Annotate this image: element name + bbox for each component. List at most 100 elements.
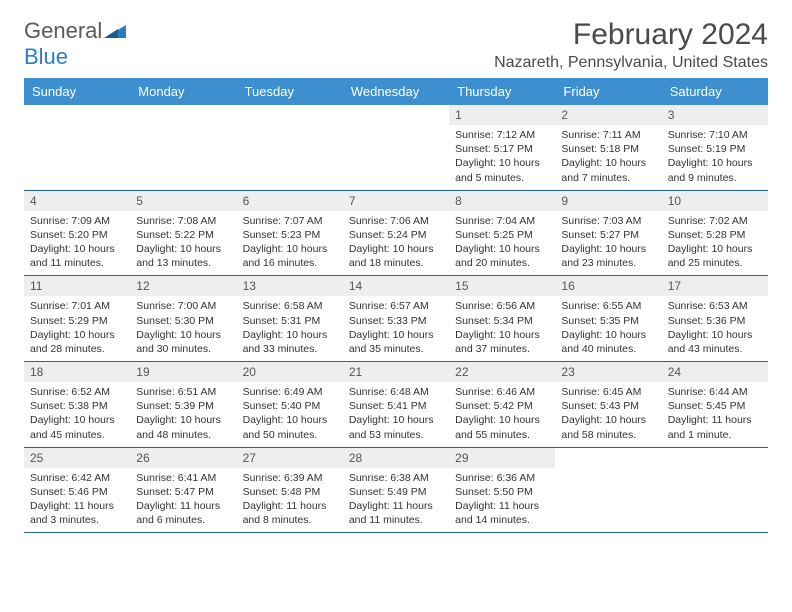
day-cell: Sunrise: 6:49 AMSunset: 5:40 PMDaylight:… — [237, 382, 343, 447]
day-number: 7 — [343, 191, 449, 211]
day-cell: Sunrise: 6:36 AMSunset: 5:50 PMDaylight:… — [449, 468, 555, 533]
sunset-line: Sunset: 5:22 PM — [136, 228, 230, 242]
sunset-line: Sunset: 5:20 PM — [30, 228, 124, 242]
day-number — [130, 105, 236, 125]
daylight-line: Daylight: 10 hours and 30 minutes. — [136, 328, 230, 356]
sunrise-line: Sunrise: 6:36 AM — [455, 471, 549, 485]
daylight-line: Daylight: 11 hours and 3 minutes. — [30, 499, 124, 527]
sunset-line: Sunset: 5:24 PM — [349, 228, 443, 242]
week-row: Sunrise: 6:52 AMSunset: 5:38 PMDaylight:… — [24, 382, 768, 448]
daylight-line: Daylight: 10 hours and 58 minutes. — [561, 413, 655, 441]
week-row: Sunrise: 7:09 AMSunset: 5:20 PMDaylight:… — [24, 211, 768, 277]
day-number — [662, 448, 768, 468]
daylight-line: Daylight: 10 hours and 48 minutes. — [136, 413, 230, 441]
sunrise-line: Sunrise: 6:42 AM — [30, 471, 124, 485]
day-number: 15 — [449, 276, 555, 296]
sunset-line: Sunset: 5:18 PM — [561, 142, 655, 156]
day-number: 26 — [130, 448, 236, 468]
day-cell: Sunrise: 6:53 AMSunset: 5:36 PMDaylight:… — [662, 296, 768, 361]
sunrise-line: Sunrise: 7:06 AM — [349, 214, 443, 228]
sunset-line: Sunset: 5:49 PM — [349, 485, 443, 499]
sunrise-line: Sunrise: 7:01 AM — [30, 299, 124, 313]
day-number: 5 — [130, 191, 236, 211]
day-cell — [343, 125, 449, 190]
day-cell: Sunrise: 6:42 AMSunset: 5:46 PMDaylight:… — [24, 468, 130, 533]
sunrise-line: Sunrise: 7:08 AM — [136, 214, 230, 228]
sunset-line: Sunset: 5:43 PM — [561, 399, 655, 413]
day-number: 23 — [555, 362, 661, 382]
daylight-line: Daylight: 10 hours and 7 minutes. — [561, 156, 655, 184]
day-header-row: SundayMondayTuesdayWednesdayThursdayFrid… — [24, 78, 768, 105]
daylight-line: Daylight: 10 hours and 43 minutes. — [668, 328, 762, 356]
day-header: Thursday — [449, 78, 555, 105]
day-number: 24 — [662, 362, 768, 382]
day-cell: Sunrise: 7:07 AMSunset: 5:23 PMDaylight:… — [237, 211, 343, 276]
day-cell: Sunrise: 6:55 AMSunset: 5:35 PMDaylight:… — [555, 296, 661, 361]
day-number: 16 — [555, 276, 661, 296]
week-row: Sunrise: 7:12 AMSunset: 5:17 PMDaylight:… — [24, 125, 768, 191]
sunrise-line: Sunrise: 7:11 AM — [561, 128, 655, 142]
daylight-line: Daylight: 10 hours and 33 minutes. — [243, 328, 337, 356]
day-number: 27 — [237, 448, 343, 468]
day-cell: Sunrise: 6:45 AMSunset: 5:43 PMDaylight:… — [555, 382, 661, 447]
sunset-line: Sunset: 5:25 PM — [455, 228, 549, 242]
day-number: 4 — [24, 191, 130, 211]
day-number: 8 — [449, 191, 555, 211]
day-cell: Sunrise: 7:12 AMSunset: 5:17 PMDaylight:… — [449, 125, 555, 190]
sunrise-line: Sunrise: 6:58 AM — [243, 299, 337, 313]
sunrise-line: Sunrise: 6:48 AM — [349, 385, 443, 399]
day-number-row: 11121314151617 — [24, 276, 768, 296]
sunrise-line: Sunrise: 6:56 AM — [455, 299, 549, 313]
sunrise-line: Sunrise: 7:04 AM — [455, 214, 549, 228]
sunrise-line: Sunrise: 7:00 AM — [136, 299, 230, 313]
sunrise-line: Sunrise: 7:02 AM — [668, 214, 762, 228]
header: General Blue February 2024 Nazareth, Pen… — [24, 18, 768, 72]
sunset-line: Sunset: 5:19 PM — [668, 142, 762, 156]
sunset-line: Sunset: 5:47 PM — [136, 485, 230, 499]
daylight-line: Daylight: 10 hours and 16 minutes. — [243, 242, 337, 270]
day-cell: Sunrise: 7:02 AMSunset: 5:28 PMDaylight:… — [662, 211, 768, 276]
daylight-line: Daylight: 10 hours and 28 minutes. — [30, 328, 124, 356]
day-cell: Sunrise: 6:46 AMSunset: 5:42 PMDaylight:… — [449, 382, 555, 447]
sunrise-line: Sunrise: 7:03 AM — [561, 214, 655, 228]
sunrise-line: Sunrise: 6:41 AM — [136, 471, 230, 485]
day-number — [237, 105, 343, 125]
day-cell: Sunrise: 7:04 AMSunset: 5:25 PMDaylight:… — [449, 211, 555, 276]
day-cell — [24, 125, 130, 190]
sunrise-line: Sunrise: 6:44 AM — [668, 385, 762, 399]
daylight-line: Daylight: 10 hours and 9 minutes. — [668, 156, 762, 184]
daylight-line: Daylight: 10 hours and 25 minutes. — [668, 242, 762, 270]
logo-text: General Blue — [24, 18, 126, 70]
daylight-line: Daylight: 11 hours and 8 minutes. — [243, 499, 337, 527]
day-cell: Sunrise: 7:08 AMSunset: 5:22 PMDaylight:… — [130, 211, 236, 276]
daylight-line: Daylight: 11 hours and 11 minutes. — [349, 499, 443, 527]
day-cell: Sunrise: 7:11 AMSunset: 5:18 PMDaylight:… — [555, 125, 661, 190]
day-number: 28 — [343, 448, 449, 468]
sunrise-line: Sunrise: 6:39 AM — [243, 471, 337, 485]
day-number: 14 — [343, 276, 449, 296]
day-number — [24, 105, 130, 125]
sunset-line: Sunset: 5:40 PM — [243, 399, 337, 413]
day-header: Wednesday — [343, 78, 449, 105]
day-number — [555, 448, 661, 468]
sunrise-line: Sunrise: 6:45 AM — [561, 385, 655, 399]
day-number: 10 — [662, 191, 768, 211]
day-cell: Sunrise: 7:06 AMSunset: 5:24 PMDaylight:… — [343, 211, 449, 276]
day-header: Tuesday — [237, 78, 343, 105]
day-number: 11 — [24, 276, 130, 296]
sunrise-line: Sunrise: 6:52 AM — [30, 385, 124, 399]
daylight-line: Daylight: 10 hours and 55 minutes. — [455, 413, 549, 441]
daylight-line: Daylight: 10 hours and 20 minutes. — [455, 242, 549, 270]
sunset-line: Sunset: 5:48 PM — [243, 485, 337, 499]
day-number: 2 — [555, 105, 661, 125]
sunrise-line: Sunrise: 6:46 AM — [455, 385, 549, 399]
sunset-line: Sunset: 5:50 PM — [455, 485, 549, 499]
sunset-line: Sunset: 5:30 PM — [136, 314, 230, 328]
day-number-row: 2526272829 — [24, 448, 768, 468]
day-number: 29 — [449, 448, 555, 468]
daylight-line: Daylight: 10 hours and 5 minutes. — [455, 156, 549, 184]
sunrise-line: Sunrise: 7:12 AM — [455, 128, 549, 142]
day-number: 17 — [662, 276, 768, 296]
day-cell: Sunrise: 7:03 AMSunset: 5:27 PMDaylight:… — [555, 211, 661, 276]
sunrise-line: Sunrise: 7:07 AM — [243, 214, 337, 228]
